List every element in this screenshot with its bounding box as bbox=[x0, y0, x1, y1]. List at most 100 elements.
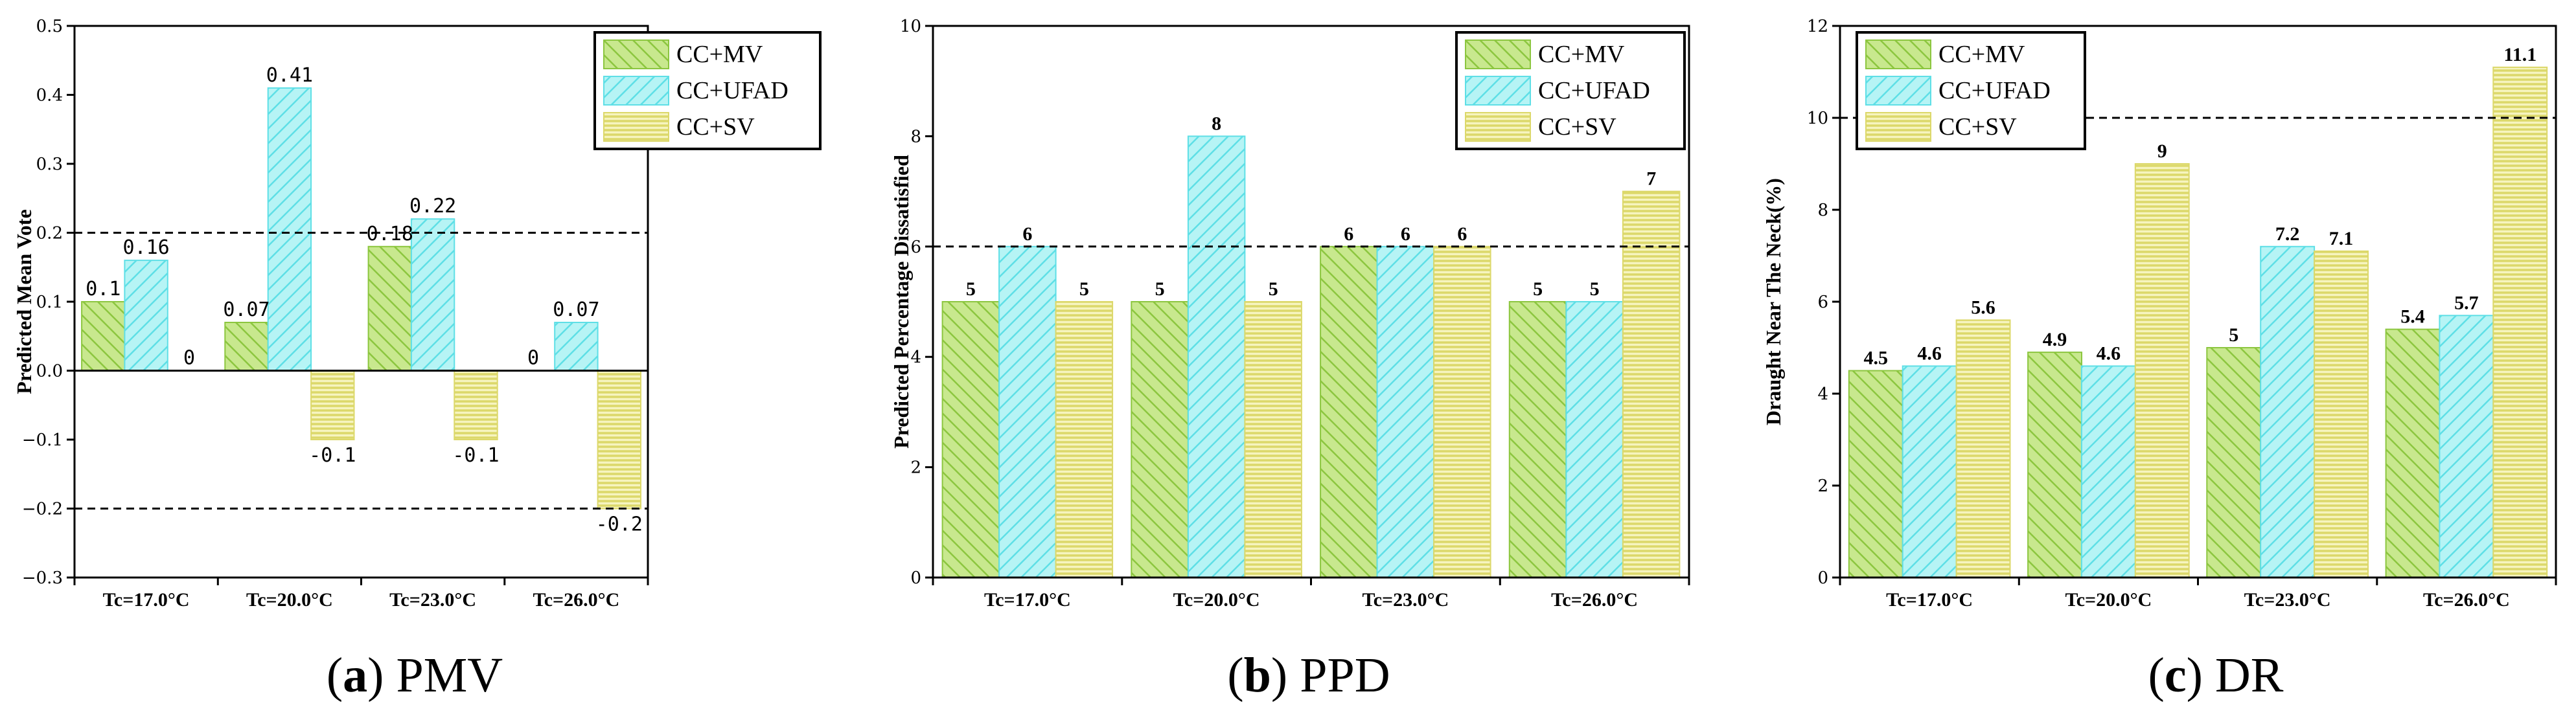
ppd-value-label-sv-2: 5 bbox=[1269, 278, 1278, 300]
pmv-value-label-ufad-3: 0.22 bbox=[409, 195, 456, 218]
pmv-legend-swatch-mv bbox=[603, 39, 669, 69]
dr-bar-sv-3 bbox=[2314, 250, 2369, 578]
pmv-caption-text: PMV bbox=[396, 648, 503, 702]
dr-y-tick-label-3: 4 bbox=[1817, 385, 1828, 404]
ppd-bar-ufad-4 bbox=[1565, 301, 1624, 578]
pmv-legend-swatch-ufad bbox=[603, 76, 669, 106]
ppd-bar-mv-1 bbox=[941, 301, 1000, 578]
ppd-x-category-label-1: Tc=17.0°C bbox=[984, 589, 1071, 611]
pmv-y-tick-label-7: 0.3 bbox=[36, 155, 63, 174]
pmv-y-tick-label-9: 0.5 bbox=[36, 17, 63, 36]
pmv-x-category-label-1: Tc=17.0°C bbox=[103, 589, 190, 611]
dr-legend: CC+MV CC+UFAD CC+SV bbox=[1856, 31, 2086, 150]
pmv-y-ticks: −0.3 −0.2 −0.1 0.0 0.1 0.2 0.3 0.4 0.5 bbox=[22, 17, 75, 588]
pmv-x-category-label-4: Tc=26.0°C bbox=[533, 589, 619, 611]
pmv-value-label-mv-1: 0.1 bbox=[86, 278, 121, 300]
dr-bars bbox=[1848, 66, 2548, 579]
ppd-bar-sv-3 bbox=[1433, 245, 1491, 578]
ppd-value-label-ufad-3: 6 bbox=[1401, 223, 1410, 245]
pmv-caption-letter: a bbox=[343, 648, 367, 702]
dr-value-label-mv-2: 4.9 bbox=[2043, 329, 2067, 350]
pmv-bar-sv-3 bbox=[454, 370, 498, 440]
ppd-value-label-sv-3: 6 bbox=[1457, 223, 1467, 245]
dr-bar-sv-2 bbox=[2134, 163, 2190, 578]
ppd-x-category-label-3: Tc=23.0°C bbox=[1362, 589, 1449, 611]
dr-legend-label-sv: CC+SV bbox=[1938, 113, 2017, 140]
dr-x-category-label-2: Tc=20.0°C bbox=[2065, 589, 2152, 611]
dr-bar-mv-4 bbox=[2385, 328, 2441, 578]
pmv-legend-label-ufad: CC+UFAD bbox=[676, 77, 788, 104]
dr-y-axis-label: Draught Near The Neck(%) bbox=[1762, 178, 1785, 425]
pmv-y-tick-label-6: 0.2 bbox=[36, 224, 63, 243]
pmv-y-tick-label-5: 0.1 bbox=[36, 293, 63, 312]
dr-value-label-sv-2: 9 bbox=[2157, 140, 2167, 162]
pmv-x-category-label-2: Tc=20.0°C bbox=[246, 589, 333, 611]
dr-y-tick-label-1: 0 bbox=[1817, 568, 1828, 588]
dr-legend-label-mv: CC+MV bbox=[1938, 41, 2025, 68]
dr-caption: (c) DR bbox=[2148, 648, 2284, 702]
ppd-y-tick-label-3: 4 bbox=[910, 348, 921, 367]
dr-value-label-sv-4: 11.1 bbox=[2503, 44, 2536, 65]
ppd-caption-text: PPD bbox=[1300, 648, 1390, 702]
ppd-x-category-label-4: Tc=26.0°C bbox=[1551, 589, 1638, 611]
ppd-bar-ufad-1 bbox=[998, 245, 1057, 578]
dr-legend-swatch-mv bbox=[1865, 39, 1931, 69]
dr-x-category-label-4: Tc=26.0°C bbox=[2423, 589, 2510, 611]
dr-value-label-sv-3: 7.1 bbox=[2329, 228, 2354, 249]
pmv-x-category-label-3: Tc=23.0°C bbox=[389, 589, 476, 611]
ppd-value-labels: 5 5 6 5 6 8 6 5 5 5 6 7 bbox=[966, 113, 1656, 300]
dr-legend-label-ufad: CC+UFAD bbox=[1938, 77, 2051, 104]
dr-y-tick-label-2: 2 bbox=[1817, 477, 1828, 496]
pmv-reference-lines bbox=[75, 232, 648, 510]
ppd-value-label-sv-4: 7 bbox=[1646, 168, 1656, 190]
dr-value-label-ufad-2: 4.6 bbox=[2097, 342, 2121, 364]
ppd-x-categories: Tc=17.0°C Tc=20.0°C Tc=23.0°C Tc=26.0°C bbox=[932, 578, 1690, 611]
pmv-value-label-ufad-2: 0.41 bbox=[266, 64, 313, 87]
dr-value-label-sv-1: 5.6 bbox=[1971, 297, 1995, 318]
dr-value-label-mv-4: 5.4 bbox=[2400, 306, 2425, 328]
ppd-y-tick-label-1: 0 bbox=[910, 568, 921, 588]
pmv-bar-sv-2 bbox=[310, 370, 355, 440]
ppd-legend: CC+MV CC+UFAD CC+SV bbox=[1455, 31, 1686, 150]
pmv-bar-ufad-3 bbox=[410, 218, 455, 372]
dr-legend-swatch-ufad bbox=[1865, 76, 1931, 106]
pmv-bar-ufad-1 bbox=[124, 260, 168, 372]
dr-value-labels: 4.5 4.9 5 5.4 4.6 4.6 7.2 5.7 5.6 9 7.1 11.1 bbox=[1864, 44, 2537, 369]
dr-bar-ufad-1 bbox=[1902, 365, 1957, 579]
dr-value-label-mv-1: 4.5 bbox=[1864, 348, 1889, 369]
dr-bar-mv-1 bbox=[1848, 370, 1903, 578]
ppd-value-label-mv-4: 5 bbox=[1533, 278, 1543, 300]
pmv-value-labels: 0.1 0.07 0.18 0 0.16 0.41 0.22 0.07 0 -0.1 -0.1 -0.… bbox=[86, 64, 643, 536]
pmv-value-label-ufad-1: 0.16 bbox=[122, 236, 169, 259]
ppd-bar-ufad-2 bbox=[1187, 135, 1246, 578]
dr-y-tick-label-4: 6 bbox=[1817, 293, 1828, 312]
ppd-value-label-mv-2: 5 bbox=[1155, 278, 1165, 300]
ppd-value-label-mv-3: 6 bbox=[1344, 223, 1353, 245]
dr-legend-swatch-sv bbox=[1865, 112, 1931, 142]
dr-bar-ufad-4 bbox=[2439, 315, 2494, 578]
ppd-bar-sv-2 bbox=[1244, 301, 1302, 578]
dr-bar-sv-1 bbox=[1955, 319, 2011, 578]
pmv-value-label-sv-1: 0 bbox=[183, 347, 195, 370]
dr-plot-frame bbox=[1839, 25, 2557, 579]
dr-x-category-label-3: Tc=23.0°C bbox=[2244, 589, 2331, 611]
ppd-legend-swatch-mv bbox=[1465, 39, 1531, 69]
panel-pmv: 0.1 0.07 0.18 0 0.16 0.41 0.22 0.07 0 -0.1 -0.1 -0.… bbox=[12, 17, 822, 702]
pmv-value-label-sv-3: -0.1 bbox=[452, 444, 499, 467]
pmv-y-tick-label-4: 0.0 bbox=[36, 362, 63, 381]
dr-y-tick-label-5: 8 bbox=[1817, 201, 1828, 220]
dr-x-category-label-1: Tc=17.0°C bbox=[1886, 589, 1973, 611]
ppd-y-tick-label-2: 2 bbox=[910, 458, 921, 478]
pmv-y-tick-label-1: −0.3 bbox=[22, 568, 63, 588]
pmv-bar-mv-1 bbox=[81, 301, 126, 372]
pmv-value-label-mv-4: 0 bbox=[527, 347, 539, 370]
pmv-y-tick-label-8: 0.4 bbox=[36, 86, 63, 106]
ppd-y-tick-label-4: 6 bbox=[910, 238, 921, 257]
ppd-x-category-label-2: Tc=20.0°C bbox=[1173, 589, 1260, 611]
ppd-legend-swatch-ufad bbox=[1465, 76, 1531, 106]
ppd-value-label-sv-1: 5 bbox=[1079, 278, 1089, 300]
dr-bar-mv-2 bbox=[2027, 352, 2083, 578]
ppd-value-label-ufad-4: 5 bbox=[1590, 278, 1600, 300]
